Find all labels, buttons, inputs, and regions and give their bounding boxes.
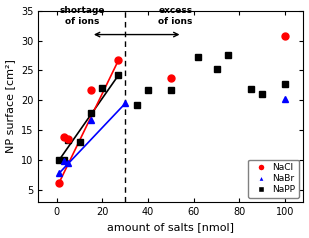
- Y-axis label: NP surface [cm²]: NP surface [cm²]: [6, 60, 15, 153]
- Text: excess
of ions: excess of ions: [158, 6, 193, 26]
- Legend: NaCl, NaBr, NaPP: NaCl, NaBr, NaPP: [248, 160, 299, 198]
- Text: shortage
of ions: shortage of ions: [59, 6, 105, 26]
- X-axis label: amount of salts [nmol]: amount of salts [nmol]: [108, 223, 235, 233]
